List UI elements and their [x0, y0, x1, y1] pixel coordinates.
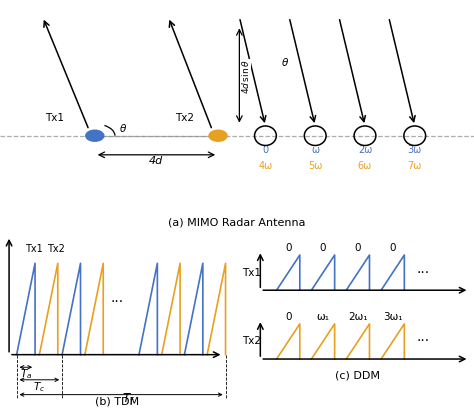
Text: 2ω: 2ω [358, 145, 372, 155]
Text: Tx2: Tx2 [47, 244, 65, 254]
Text: 0: 0 [263, 145, 268, 155]
Text: 4ω: 4ω [258, 161, 273, 171]
Text: 0: 0 [355, 243, 361, 253]
Text: 4d: 4d [149, 156, 164, 166]
Text: ...: ... [416, 262, 429, 276]
Text: 2ω₁: 2ω₁ [348, 312, 368, 322]
Text: 0: 0 [390, 243, 396, 253]
Text: 3ω₁: 3ω₁ [383, 312, 402, 322]
Text: θ: θ [119, 124, 126, 134]
Text: 0: 0 [285, 243, 292, 253]
Text: $T_c$: $T_c$ [33, 380, 46, 394]
Text: (a) MIMO Radar Antenna: (a) MIMO Radar Antenna [168, 218, 306, 228]
Text: (c) DDM: (c) DDM [336, 371, 380, 381]
Text: Tx1: Tx1 [242, 267, 261, 278]
Text: 5ω: 5ω [308, 161, 322, 171]
Text: Tx1: Tx1 [45, 113, 64, 123]
Text: 0: 0 [285, 312, 292, 322]
Ellipse shape [209, 130, 227, 141]
Text: 6ω: 6ω [358, 161, 372, 171]
Text: 7ω: 7ω [408, 161, 422, 171]
Text: θ: θ [282, 58, 288, 68]
Ellipse shape [86, 130, 104, 141]
Text: ...: ... [111, 290, 124, 305]
Text: ω₁: ω₁ [317, 312, 329, 322]
Text: ...: ... [416, 330, 429, 344]
Text: Tx2: Tx2 [175, 113, 194, 123]
Text: 3ω: 3ω [408, 145, 422, 155]
Text: Tx1: Tx1 [25, 244, 43, 254]
Text: 0: 0 [320, 243, 326, 253]
Text: ω: ω [311, 145, 319, 155]
Text: $T_f$: $T_f$ [122, 392, 135, 407]
Text: $4d\,\sin\theta$: $4d\,\sin\theta$ [240, 59, 251, 94]
Text: $T_a$: $T_a$ [20, 368, 32, 381]
Text: (b) TDM: (b) TDM [95, 397, 139, 407]
Text: Tx2: Tx2 [242, 337, 261, 346]
